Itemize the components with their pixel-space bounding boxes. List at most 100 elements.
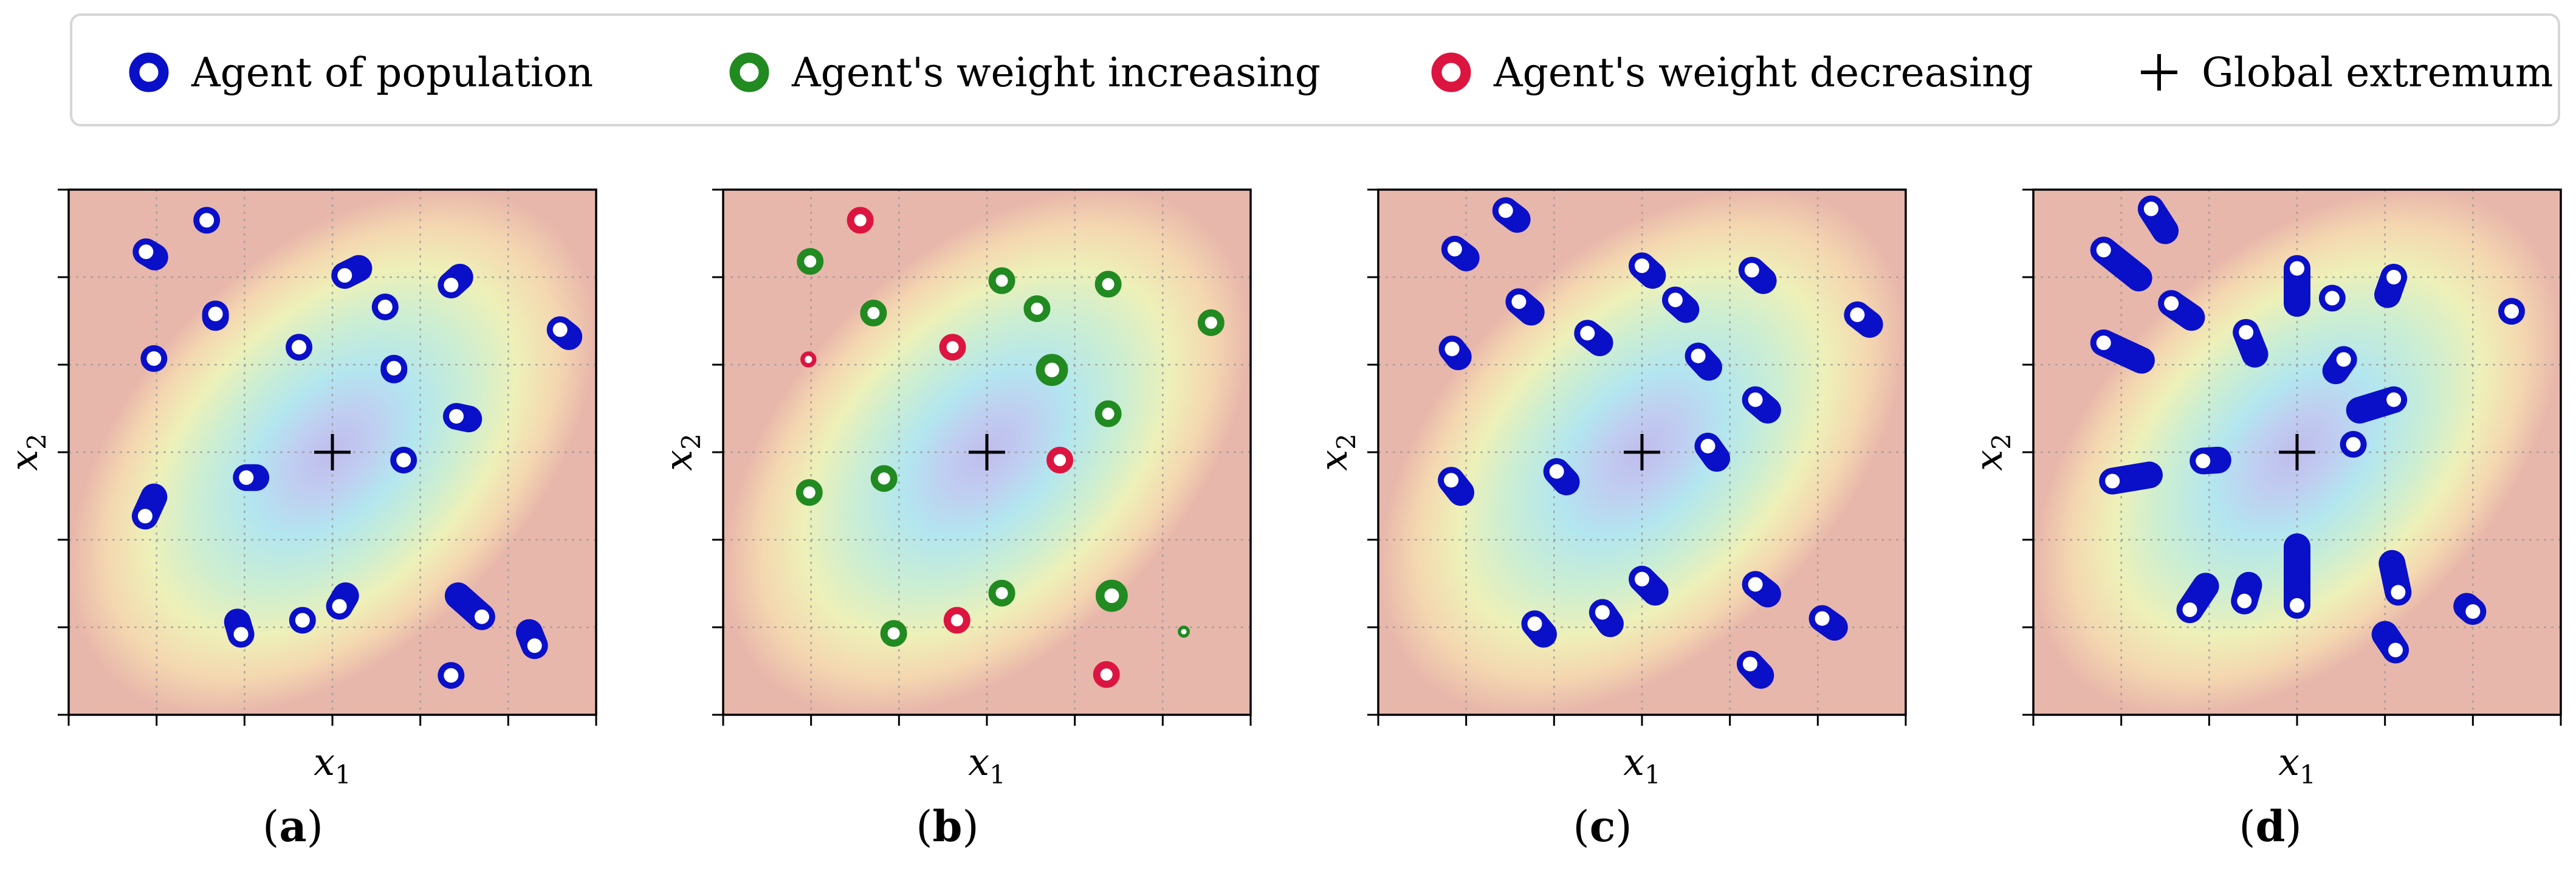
agent-marker (943, 607, 970, 634)
axes-frame-c (1377, 188, 1907, 716)
agent-marker (337, 268, 352, 283)
agent-marker (1700, 438, 1716, 453)
agent-marker (939, 334, 966, 361)
panel-b: x1 x2 (656, 188, 1252, 790)
agent-marker (1096, 579, 1128, 612)
agent-marker (2239, 325, 2254, 340)
agent-marker (1094, 270, 1122, 298)
agent-marker (1595, 605, 1610, 620)
legend: Agent of population Agent's weight incre… (70, 13, 2560, 126)
x-axis-label: x1 (2278, 740, 2316, 790)
agent-marker (1197, 309, 1224, 336)
y-axis-label: x2 (656, 433, 706, 471)
agent-marker (2182, 602, 2197, 618)
agent-marker (1444, 342, 1460, 357)
x-axis-label: x1 (314, 740, 351, 790)
agent-marker (1527, 616, 1542, 632)
legend-label-population: Agent of population (191, 49, 594, 96)
agent-marker (1511, 294, 1527, 309)
agent-marker (1046, 446, 1074, 473)
agent-trail (2090, 236, 2152, 292)
agent-marker (2324, 291, 2340, 306)
agent-marker (1815, 611, 1830, 626)
agent-marker (2237, 593, 2252, 608)
agent-marker (860, 300, 887, 327)
agent-marker (239, 470, 254, 485)
agent-marker (1668, 292, 1683, 308)
agent-marker (2290, 598, 2304, 613)
agent-marker (2386, 270, 2402, 284)
agent-marker (988, 267, 1015, 294)
agent-marker (2290, 261, 2304, 276)
agent-marker (1094, 400, 1122, 427)
panel-c: x1 x2 (1311, 188, 1907, 790)
agent-marker (1549, 464, 1564, 479)
agent-marker (2164, 296, 2179, 311)
global-extremum-marker (969, 434, 1005, 470)
agent-marker (208, 306, 223, 322)
agent-marker (139, 244, 154, 260)
legend-item-increasing: Agent's weight increasing (727, 16, 1321, 129)
agent-marker (292, 340, 307, 355)
agent-marker (1742, 656, 1757, 672)
agent-marker (2465, 604, 2481, 619)
agent-marker (1748, 577, 1763, 592)
agent-marker (1178, 625, 1190, 638)
agent-marker (2196, 453, 2211, 469)
agent-marker (1691, 348, 1706, 363)
legend-item-population: Agent of population (127, 16, 593, 129)
agent-marker (199, 213, 215, 228)
agent-marker (988, 579, 1015, 607)
agent-marker (1498, 203, 1513, 218)
agent-marker (2096, 336, 2111, 350)
agent-marker (2096, 243, 2111, 258)
agent-marker (2105, 473, 2120, 489)
agent-marker (474, 609, 489, 624)
agent-marker (448, 408, 464, 424)
y-axis-label: x2 (1966, 433, 2016, 471)
agent-marker (1580, 326, 1595, 341)
y-axis-label: x2 (1311, 433, 1361, 471)
legend-label-increasing: Agent's weight increasing (792, 49, 1321, 96)
panel-a: x1 x2 (2, 188, 597, 790)
agent-marker (1635, 571, 1649, 587)
agent-marker (797, 248, 824, 275)
agent-marker (1748, 392, 1763, 407)
agent-marker (1850, 307, 1865, 322)
agent-marker (552, 322, 568, 337)
agent-marker (2386, 392, 2402, 407)
caption-b: (b) (916, 801, 979, 852)
caption-c: (c) (1573, 801, 1632, 852)
agent-marker (444, 668, 459, 683)
axes-frame-b (722, 188, 1252, 716)
axes-frame-d (2032, 188, 2562, 716)
agent-marker (396, 452, 411, 467)
agent-marker (233, 627, 249, 642)
global-extremum-marker (1624, 434, 1660, 470)
agent-marker (527, 638, 542, 653)
agent-marker (1093, 661, 1120, 688)
agent-marker (2388, 642, 2403, 658)
legend-item-extremum: Global extremum (2137, 16, 2553, 129)
agent-marker (800, 351, 817, 368)
agent-marker (2346, 437, 2361, 452)
agent-marker (880, 620, 907, 647)
agent-marker (377, 299, 393, 314)
plus-icon (2141, 54, 2177, 91)
population-agent-icon (129, 52, 169, 92)
agent-marker (295, 613, 310, 628)
caption-a: (a) (263, 801, 323, 852)
agent-marker (2336, 352, 2351, 367)
weight-increasing-icon (729, 52, 769, 92)
agent-marker (1444, 473, 1459, 488)
y-axis-label: x2 (2, 433, 52, 471)
agent-marker (137, 509, 153, 524)
legend-label-extremum: Global extremum (2202, 49, 2554, 96)
agent-marker (847, 207, 874, 234)
global-extremum-marker (314, 434, 351, 470)
global-extremum-marker (2279, 434, 2315, 470)
agent-marker (870, 465, 898, 492)
agent-marker (332, 599, 347, 614)
panel-d: x1 x2 (1966, 188, 2562, 790)
